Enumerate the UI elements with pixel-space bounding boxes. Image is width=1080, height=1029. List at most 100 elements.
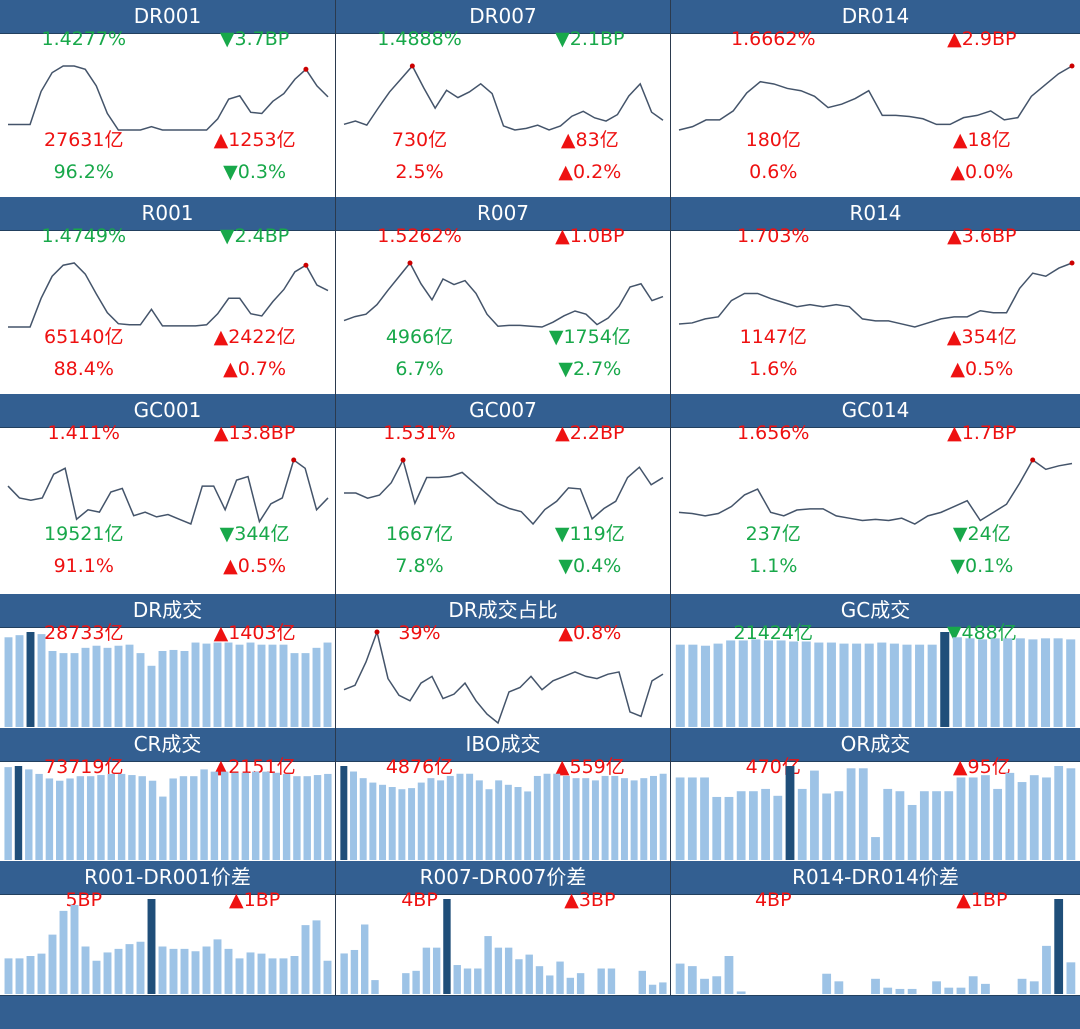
panel-dr001: DR001 1.4277% ▼3.7BP 27631亿 ▲1253亿 96.2% ▼0.3% (0, 0, 336, 197)
bar (282, 773, 291, 860)
change-up: ▲559亿 (554, 756, 625, 778)
bar (301, 653, 310, 727)
bar (1042, 945, 1051, 994)
change-down: ▼2.4BP (219, 225, 290, 247)
bar-highlight (26, 632, 35, 727)
bar (944, 791, 954, 860)
change-up: ▲83亿 (560, 129, 619, 151)
change-up: ▲3.6BP (947, 225, 1017, 247)
bar (200, 769, 208, 860)
bar (70, 653, 79, 727)
change-up: ▲1.0BP (555, 225, 625, 247)
panel-title: R007 (336, 197, 670, 231)
bar (562, 775, 570, 860)
bar (103, 647, 112, 727)
change-up: ▲0.5% (950, 358, 1014, 380)
bar (864, 643, 874, 727)
bar (687, 777, 697, 860)
bar (895, 791, 905, 860)
change-up: ▲1BP (228, 889, 281, 911)
bar-highlight (443, 899, 451, 994)
bar (630, 780, 638, 860)
bar (591, 780, 599, 860)
bar (1028, 639, 1038, 727)
bar (700, 777, 709, 860)
bar (76, 776, 85, 860)
bar (210, 771, 219, 860)
bar (475, 780, 483, 860)
bar (246, 642, 255, 727)
bar (993, 788, 1003, 860)
panel-title: R014 (671, 197, 1080, 231)
bar (814, 642, 824, 727)
bar (293, 776, 301, 860)
change-up: ▲0.0% (950, 161, 1014, 183)
bar-chart (675, 766, 1076, 860)
bar (169, 778, 177, 860)
bar (724, 956, 734, 994)
bar (257, 953, 266, 994)
bar (15, 635, 24, 727)
value-down: 4966亿 (385, 326, 454, 348)
bar (432, 947, 441, 994)
bar (224, 642, 233, 727)
line-chart (8, 262, 329, 328)
value-down: 1.1% (749, 555, 798, 577)
bar (675, 963, 685, 994)
bar (402, 973, 410, 994)
value-down: 19521亿 (44, 523, 124, 545)
bar (136, 653, 145, 727)
bar (25, 769, 33, 860)
change-up: ▲1BP (956, 889, 1008, 911)
bar (1066, 639, 1076, 727)
bar (412, 970, 420, 994)
panel-r001-dr001价差: R001-DR001价差 5BP ▲1BP (0, 861, 336, 995)
panel-title: IBO成交 (336, 728, 670, 762)
bar (235, 958, 244, 994)
bar (48, 651, 57, 727)
bar (312, 920, 321, 994)
bar (858, 768, 868, 860)
bar (398, 789, 406, 860)
series-line (678, 65, 1073, 131)
panel-title: R001 (0, 197, 335, 231)
change-up: ▲0.2% (558, 161, 622, 183)
change-up: ▲1253亿 (213, 129, 296, 151)
value-up: 1147亿 (739, 326, 807, 348)
bar (301, 925, 310, 994)
bar (932, 791, 941, 860)
panel-dr007: DR007 1.4888% ▼2.1BP 730亿 ▲83亿 2.5% ▲0.2% (336, 0, 671, 197)
change-up: ▲0.7% (223, 358, 287, 380)
bar (81, 647, 90, 727)
bar (675, 777, 685, 860)
series-line (8, 262, 329, 328)
bar (371, 980, 379, 994)
bar (895, 988, 905, 994)
bar (66, 778, 74, 860)
value-down: 7.8% (395, 555, 444, 577)
line-chart (8, 65, 329, 131)
bar (56, 780, 64, 860)
bar (191, 951, 200, 994)
bar (659, 982, 667, 994)
bar (290, 653, 299, 727)
panel-gc001: GC001 1.411% ▲13.8BP 19521亿 ▼344亿 91.1% ▲0.5% (0, 394, 336, 594)
bar (826, 642, 836, 727)
bar (582, 778, 590, 860)
change-up: ▲2.2BP (555, 422, 625, 444)
bar (638, 970, 646, 994)
bar (169, 948, 178, 994)
panel-title: OR成交 (671, 728, 1080, 762)
bar (59, 653, 68, 727)
bar (313, 775, 322, 860)
bar (944, 987, 954, 994)
bar (70, 904, 79, 994)
bar (59, 910, 68, 994)
highlight-point (409, 63, 415, 69)
bar (379, 784, 387, 860)
bar (952, 637, 962, 727)
bar (533, 775, 541, 860)
bar (907, 804, 917, 860)
bar (1015, 638, 1025, 727)
panel-gc007: GC007 1.531% ▲2.2BP 1667亿 ▼119亿 7.8% ▼0.4% (336, 394, 671, 594)
